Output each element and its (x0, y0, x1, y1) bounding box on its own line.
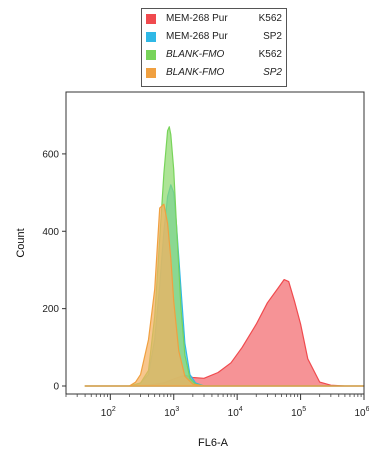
axis-layer: 0 200 400 600 102 103 104 105 106 (42, 149, 369, 419)
legend-item: BLANK-FMO K562 (146, 47, 284, 63)
legend-series-name: MEM-268 Pur (166, 13, 228, 24)
x-tick-label: 106 (354, 406, 369, 419)
y-tick-label: 600 (42, 149, 59, 160)
series-layer (84, 126, 365, 387)
legend-sample-name: K562 (258, 49, 282, 60)
legend: MEM-268 Pur K562 MEM-268 Pur SP2 BLANK-F… (141, 8, 287, 87)
y-axis-label: Count (15, 228, 27, 257)
x-tick-label: 105 (291, 406, 306, 419)
legend-item: BLANK-FMO SP2 (146, 65, 284, 81)
legend-swatch (146, 32, 156, 42)
legend-item: MEM-268 Pur SP2 (146, 29, 284, 45)
y-tick-label: 0 (53, 382, 59, 393)
legend-swatch (146, 14, 156, 24)
series-area-1 (84, 184, 365, 387)
legend-sample-name: K562 (258, 13, 282, 24)
legend-series-name: MEM-268 Pur (166, 31, 228, 42)
x-tick-label: 102 (101, 406, 116, 419)
y-tick-label: 200 (42, 304, 59, 315)
legend-swatch (146, 50, 156, 60)
series-area-0 (84, 279, 365, 387)
series-area-2 (84, 126, 365, 387)
x-tick-label: 103 (164, 406, 179, 419)
legend-sample-name: SP2 (263, 31, 282, 42)
series-area-3 (84, 203, 365, 387)
legend-swatch (146, 68, 156, 78)
y-tick-label: 400 (42, 227, 59, 238)
legend-series-name: BLANK-FMO (166, 67, 225, 78)
x-axis-label: FL6-A (198, 437, 229, 449)
legend-item: MEM-268 Pur K562 (146, 11, 284, 27)
legend-series-name: BLANK-FMO (166, 49, 225, 60)
x-tick-label: 104 (228, 406, 243, 419)
plot-frame (65, 91, 365, 395)
legend-sample-name: SP2 (263, 67, 282, 78)
